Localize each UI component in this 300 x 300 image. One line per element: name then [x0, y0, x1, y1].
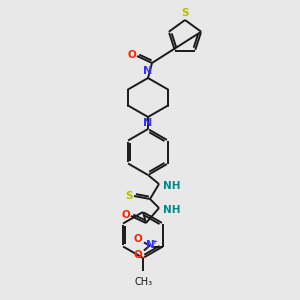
Text: S: S — [181, 8, 189, 19]
Text: N: N — [143, 67, 153, 76]
Text: O: O — [134, 250, 142, 260]
Text: +: + — [151, 238, 157, 244]
Text: O: O — [128, 50, 136, 60]
Text: CH₃: CH₃ — [135, 277, 153, 287]
Text: NH: NH — [163, 205, 181, 215]
Text: NH: NH — [163, 181, 181, 191]
Text: S: S — [125, 191, 133, 201]
Text: −: − — [140, 256, 146, 262]
Text: O: O — [134, 233, 142, 244]
Text: O: O — [122, 210, 130, 220]
Text: N: N — [146, 241, 154, 250]
Text: N: N — [143, 118, 153, 128]
